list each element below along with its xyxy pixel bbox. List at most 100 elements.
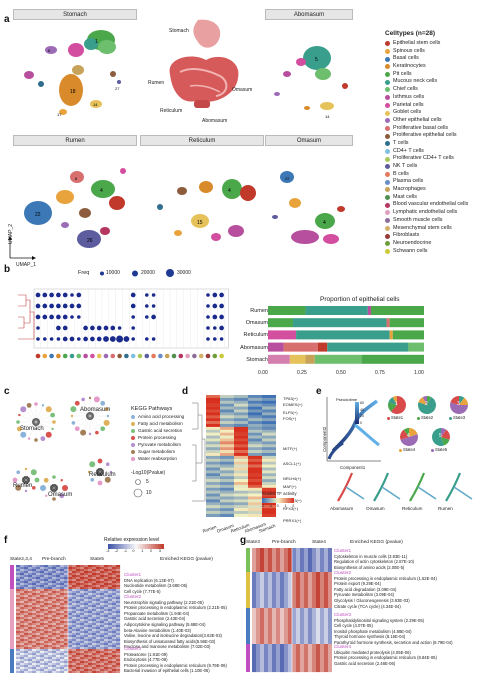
kegg-term: Propanoate metabolism (1.94E-04) xyxy=(124,610,190,616)
network-pathway-node xyxy=(59,493,65,499)
kegg-pathway-name: Amino acid processing xyxy=(138,414,185,419)
heatmap-cell xyxy=(220,441,234,445)
dotplot-celltype-marker xyxy=(35,353,41,359)
celltype-name: Isthmus cells xyxy=(393,93,425,100)
network-pathway-node xyxy=(24,467,28,471)
heatmap-cell xyxy=(234,450,248,454)
heatmap-cell xyxy=(206,467,220,471)
dotplot-celltype-marker xyxy=(185,353,190,359)
kegg-term: Proteasome (1.91E-09) xyxy=(124,651,168,657)
celltype-legend-item: B cells xyxy=(385,171,468,179)
svg-text:14: 14 xyxy=(93,102,98,107)
legend-swatch xyxy=(385,102,390,108)
umap-abomasum: 5 14 xyxy=(274,46,348,119)
dotplot-dot xyxy=(96,336,102,342)
heatmap-cell xyxy=(220,403,234,407)
kegg-term: Gastric acid secretion (2.43E-04) xyxy=(124,616,186,622)
dotplot-dot xyxy=(103,325,109,331)
heatmap-cell xyxy=(262,406,276,410)
kegg-legend: Amino acid processing Fatty acid metaboli… xyxy=(131,413,184,462)
dotplot-dot xyxy=(56,314,61,320)
dotplot-dot xyxy=(219,325,224,331)
dotplot-dot xyxy=(69,336,75,342)
pie-slice xyxy=(390,396,406,414)
dotplot-celltype-marker xyxy=(212,353,218,359)
heatmap-cell xyxy=(234,464,248,468)
heatmap-cell xyxy=(248,435,262,439)
proportion-segment xyxy=(305,306,368,315)
svg-text:27: 27 xyxy=(115,86,120,91)
pie-slice xyxy=(388,397,397,405)
celltype-name: Mast cells xyxy=(393,193,417,200)
expression-scale-tick: 0 xyxy=(132,549,135,553)
dotplot-dot xyxy=(56,325,61,331)
panel-label-f: f xyxy=(4,535,8,546)
umap-omasum: 22 4 xyxy=(272,171,345,244)
celltype-legend-item: Mesenchymal stem cells xyxy=(385,225,468,233)
kegg-term: Protein processing in endoplasmic reticu… xyxy=(124,605,227,611)
kegg-term: Cytoskeleton in muscle cells (3.93E-11) xyxy=(334,553,408,559)
celltype-legend-item: Chief cells xyxy=(385,86,468,94)
celltype-legend-item: Smooth muscle cells xyxy=(385,217,468,225)
heatmap-cell xyxy=(234,421,248,425)
dotplot-celltype-marker xyxy=(83,353,88,359)
pseudotime-tick: 20 xyxy=(360,414,364,419)
heatmap-cell xyxy=(262,502,276,506)
kegg-term: Bacterial invasion of epithelial cells (… xyxy=(124,668,210,674)
dotplot-dot xyxy=(145,315,149,319)
dotplot-dot xyxy=(42,303,48,309)
heatmap-cell xyxy=(220,424,234,428)
heatmap-cell xyxy=(234,441,248,445)
network-pathway-node xyxy=(52,475,56,479)
cluster-side-bar xyxy=(246,548,250,572)
pie-slice xyxy=(409,428,418,437)
kegg-cluster-title: Cluster4 xyxy=(334,644,352,649)
legend-swatch xyxy=(385,248,390,254)
pie-slice xyxy=(441,428,447,437)
dotplot-celltype-marker xyxy=(42,353,48,359)
dotplot-celltype-marker xyxy=(130,353,136,359)
dotplot-dot xyxy=(90,325,95,331)
heatmap-cell xyxy=(220,397,234,401)
kegg-term: Protein processing in endoplasmic reticu… xyxy=(334,655,437,661)
heatmap-g-header-label: Pre-branch xyxy=(272,540,296,545)
kegg-cluster-title: Cluster3 xyxy=(124,646,142,651)
heatmap-cell xyxy=(248,441,262,445)
heatmap-cell xyxy=(262,400,276,404)
legend-swatch xyxy=(385,125,390,131)
heatmap-cell xyxy=(234,499,248,503)
heatmap-cell xyxy=(234,418,248,422)
umap-axes-indicator xyxy=(8,236,36,260)
freq-legend-label: Freq xyxy=(78,270,90,276)
network-pathway-node xyxy=(80,429,87,436)
heatmap-cell xyxy=(248,479,262,483)
dotplot-dot xyxy=(83,325,88,331)
dotplot-celltype-marker xyxy=(96,353,102,359)
heatmap-cell xyxy=(220,482,234,486)
kegg-legend-item: Protein processing xyxy=(131,434,184,441)
heatmap-cell xyxy=(262,511,276,515)
heatmap-cell xyxy=(248,412,262,416)
kegg-term: Biosynthesis of amino acids (2.00E-5) xyxy=(334,564,405,570)
heatmap-cell xyxy=(220,470,234,474)
heatmap-cell xyxy=(220,490,234,494)
heatmap-cell xyxy=(262,476,276,480)
state-label: State5 xyxy=(435,447,448,452)
network-pathway-node xyxy=(74,400,80,406)
dotplot-dot xyxy=(212,303,218,309)
anatomy-label-reticulum: Reticulum xyxy=(160,108,183,114)
legend-swatch xyxy=(385,41,390,47)
pie-number: 4 xyxy=(407,433,410,439)
heatmap-cell xyxy=(234,490,248,494)
heatmap-cell xyxy=(220,438,234,442)
proportion-segment xyxy=(327,342,409,352)
dotplot-celltype-marker xyxy=(137,353,143,359)
pathway-network xyxy=(12,396,113,501)
kegg-term: Endocytosis (4.77E-08) xyxy=(124,657,168,663)
celltype-legend-item: Lymphatic endothelial cells xyxy=(385,209,468,217)
heatmap-cell xyxy=(248,502,262,506)
kegg-swatch xyxy=(131,435,135,440)
pie-slice xyxy=(441,437,450,446)
celltype-name: Proliferative basal cells xyxy=(393,124,449,131)
dotplot-dot xyxy=(42,314,48,320)
